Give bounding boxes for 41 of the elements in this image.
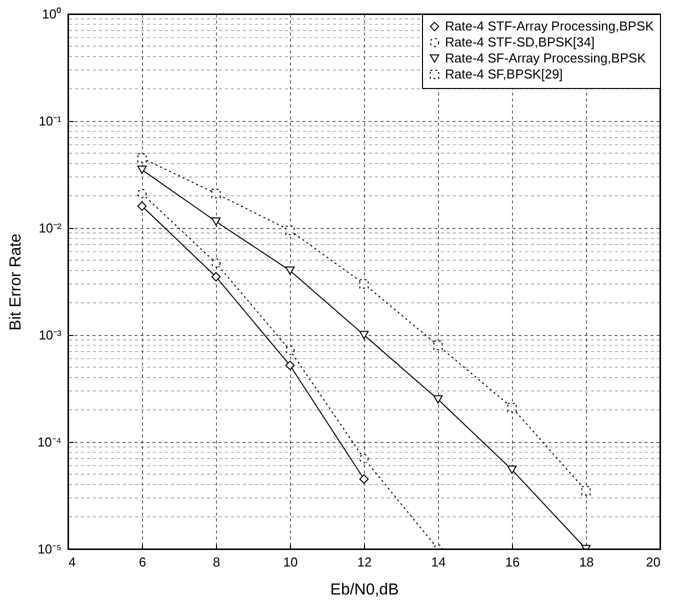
x-tick-label: 4 (68, 554, 76, 570)
point (359, 330, 369, 340)
point (137, 153, 147, 163)
y-tick-label: 10⁻¹ (38, 114, 62, 128)
legend-label: Rate-4 SF-Array Processing,BPSK (445, 50, 646, 66)
x-tick-label: 18 (579, 554, 594, 570)
x-tick-label: 12 (357, 554, 372, 570)
y-tick-label: 10⁰ (42, 6, 62, 22)
x-tick-label: 10 (283, 554, 298, 570)
x-tick-label: 8 (212, 554, 220, 570)
point (211, 272, 221, 282)
x-tick-label: 6 (138, 554, 146, 570)
x-tick-label: 16 (505, 554, 520, 570)
point (285, 360, 295, 370)
point (285, 346, 295, 355)
y-tick-label: 10⁻³ (38, 328, 62, 342)
point (211, 217, 221, 226)
x-tick-label: 20 (646, 554, 660, 570)
point (285, 266, 295, 275)
y-axis-title: Bit Error Rate (7, 233, 24, 330)
y-tick-label: 10⁻⁴ (37, 434, 62, 450)
point (137, 166, 147, 174)
point (359, 474, 369, 484)
x-tick-label: 14 (431, 554, 446, 570)
point (211, 188, 221, 198)
legend-label: Rate-4 SF,BPSK[29] (445, 66, 563, 82)
point (285, 226, 295, 236)
legend-label: Rate-4 STF-SD,BPSK[34] (445, 34, 595, 50)
point (359, 279, 369, 289)
x-axis-title: Eb/N0,dB (330, 582, 399, 598)
point (581, 486, 591, 496)
point (433, 395, 443, 404)
point (507, 402, 517, 412)
y-tick-label: 10⁻⁵ (38, 542, 62, 556)
point (507, 466, 517, 474)
y-tick-label: 10⁻² (38, 220, 62, 236)
point (211, 258, 221, 268)
legend-label: Rate-4 STF-Array Processing,BPSK (445, 18, 654, 34)
point (433, 340, 443, 350)
point (137, 201, 147, 211)
point (359, 454, 369, 464)
